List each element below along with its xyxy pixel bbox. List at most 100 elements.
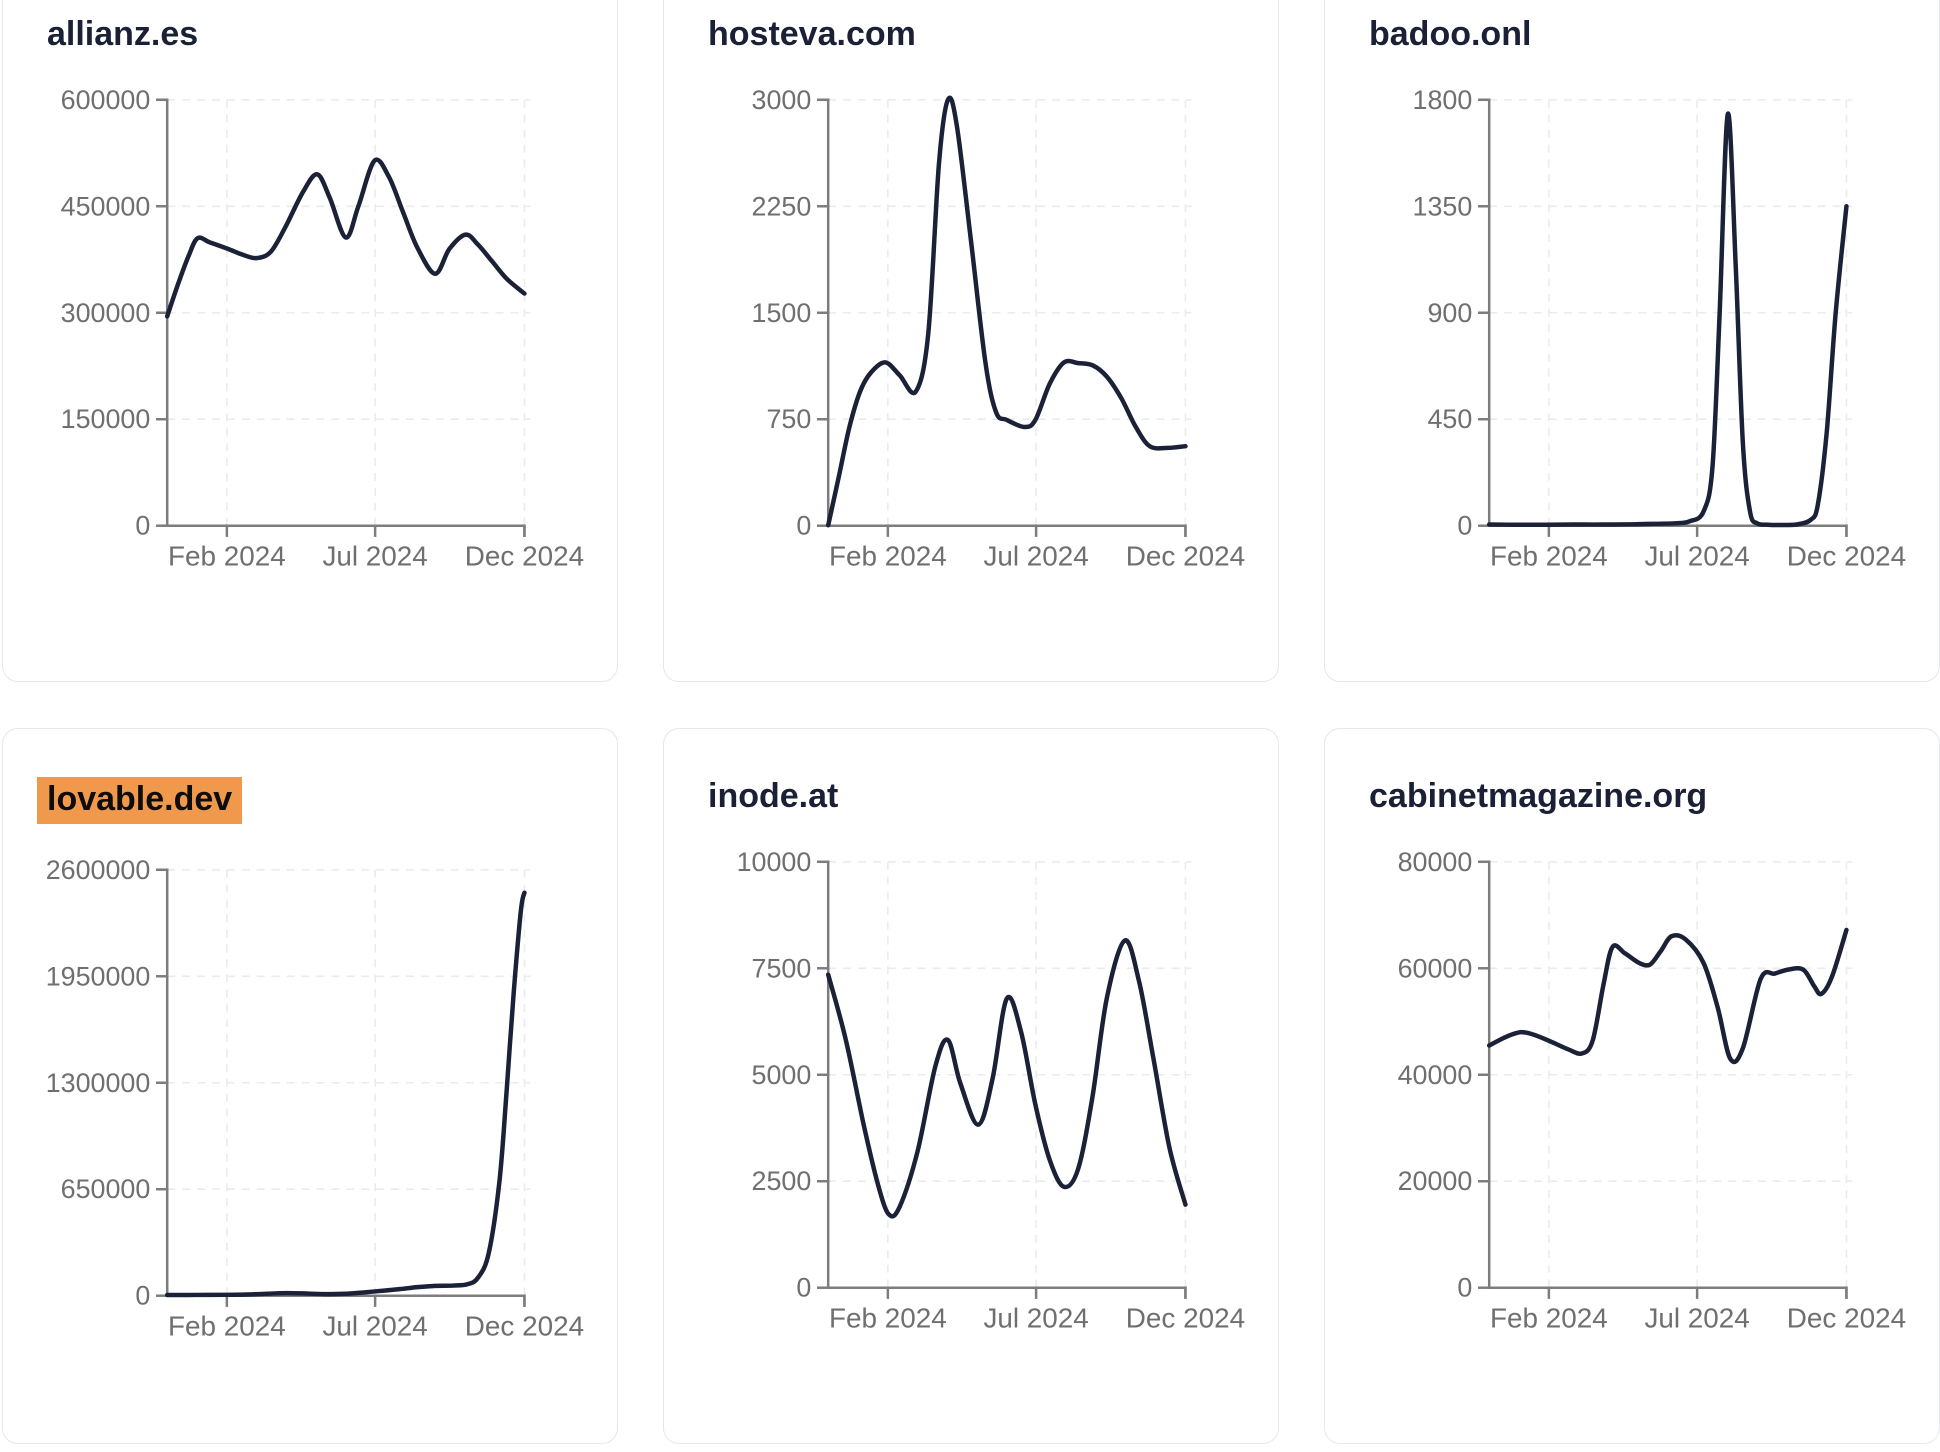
y-tick-label: 300000 — [61, 298, 151, 328]
chart-title-row: lovable.dev — [37, 777, 577, 825]
chart-title: allianz.es — [47, 15, 199, 53]
y-tick-labels: 0 750 1500 2250 3000 — [752, 85, 812, 541]
chart-title-row: hosteva.com — [708, 15, 1238, 54]
chart-title: lovable.dev — [37, 777, 243, 825]
series-line — [825, 95, 1188, 528]
series-line — [164, 890, 527, 1298]
y-tick-label: 0 — [135, 1281, 150, 1311]
y-tick-label: 450000 — [61, 191, 151, 221]
x-axis — [1487, 524, 1848, 537]
y-tick-label: 0 — [135, 511, 150, 541]
x-axis — [826, 524, 1187, 537]
x-tick-labels: Feb 2024 Jul 2024 Dec 2024 — [168, 1311, 584, 1342]
y-tick-label: 0 — [1457, 1273, 1472, 1303]
chart-card: badoo.onl 0 450 900 1350 1800 Feb 2024 Jul 202… — [1324, 0, 1940, 682]
y-tick-label: 900 — [1427, 298, 1472, 328]
chart-title-row: cabinetmagazine.org — [1369, 777, 1899, 816]
x-tick-label: Jul 2024 — [983, 1303, 1088, 1334]
y-tick-label: 2600000 — [46, 855, 151, 885]
y-tick-label: 40000 — [1398, 1060, 1473, 1090]
y-tick-label: 0 — [796, 1273, 811, 1303]
chart-title-row: inode.at — [708, 777, 1238, 816]
series-line — [1486, 111, 1849, 528]
line-chart: 0 150000 300000 450000 600000 Feb 2024 Jul 202… — [61, 85, 584, 572]
y-tick-label: 2250 — [752, 191, 812, 221]
x-tick-label: Jul 2024 — [322, 541, 427, 572]
y-tick-label: 450 — [1427, 404, 1472, 434]
axes — [1478, 98, 1848, 537]
chart-title: inode.at — [708, 777, 839, 815]
chart-card: lovable.dev 0 650000 1300000 1950000 2600000… — [2, 728, 618, 1444]
line-chart: 0 20000 40000 60000 80000 Feb 2024 Jul 2024 Dec… — [1398, 847, 1907, 1334]
x-tick-label: Feb 2024 — [829, 541, 947, 572]
chart-title-row: badoo.onl — [1369, 15, 1899, 54]
x-tick-label: Feb 2024 — [168, 541, 286, 572]
series-line — [164, 157, 527, 319]
gridlines — [1489, 861, 1853, 1288]
x-tick-label: Dec 2024 — [1126, 1303, 1245, 1334]
axes — [817, 98, 1187, 537]
gridlines — [828, 99, 1192, 526]
x-tick-labels: Feb 2024 Jul 2024 Dec 2024 — [829, 1303, 1245, 1334]
line-chart: 0 650000 1300000 1950000 2600000 Feb 2024 Jul … — [46, 855, 584, 1342]
y-tick-label: 10000 — [737, 847, 812, 877]
x-axis — [1487, 1286, 1848, 1299]
y-tick-labels: 0 150000 300000 450000 600000 — [61, 85, 151, 541]
gridlines — [1489, 99, 1853, 526]
chart-card: allianz.es 0 150000 300000 450000 600000 Feb … — [2, 0, 618, 682]
x-tick-labels: Feb 2024 Jul 2024 Dec 2024 — [829, 541, 1245, 572]
y-tick-label: 750 — [766, 404, 811, 434]
x-tick-label: Jul 2024 — [983, 541, 1088, 572]
x-axis — [165, 524, 526, 537]
series-line — [825, 938, 1188, 1219]
y-tick-label: 5000 — [752, 1060, 812, 1090]
x-tick-label: Dec 2024 — [1126, 541, 1245, 572]
line-chart: 0 450 900 1350 1800 Feb 2024 Jul 2024 Dec 2024 — [1413, 85, 1907, 572]
line-chart: 0 750 1500 2250 3000 Feb 2024 Jul 2024 Dec 2024 — [752, 85, 1246, 572]
line-chart: 0 2500 5000 7500 10000 Feb 2024 Jul 2024 Dec 20… — [737, 847, 1246, 1334]
y-tick-label: 0 — [1457, 511, 1472, 541]
x-tick-labels: Feb 2024 Jul 2024 Dec 2024 — [1490, 1303, 1906, 1334]
chart-card: inode.at 0 2500 5000 7500 10000 Feb 2024 Jul 2… — [663, 728, 1279, 1444]
x-tick-label: Feb 2024 — [1490, 541, 1608, 572]
y-tick-label: 1350 — [1413, 191, 1473, 221]
y-tick-label: 3000 — [752, 85, 812, 115]
x-tick-label: Jul 2024 — [1644, 541, 1749, 572]
gridlines — [167, 99, 531, 526]
y-tick-label: 150000 — [61, 404, 151, 434]
axes — [1478, 860, 1848, 1299]
x-axis — [165, 1294, 526, 1307]
series-line — [1486, 927, 1849, 1065]
y-tick-label: 1500 — [752, 298, 812, 328]
y-tick-label: 20000 — [1398, 1166, 1473, 1196]
x-tick-labels: Feb 2024 Jul 2024 Dec 2024 — [168, 541, 584, 572]
chart-title: badoo.onl — [1369, 15, 1532, 53]
x-tick-labels: Feb 2024 Jul 2024 Dec 2024 — [1490, 541, 1906, 572]
chart-card: cabinetmagazine.org 0 20000 40000 60000 8000… — [1324, 728, 1940, 1444]
gridlines — [828, 861, 1192, 1288]
y-tick-label: 0 — [796, 511, 811, 541]
y-tick-label: 2500 — [752, 1166, 812, 1196]
x-tick-label: Dec 2024 — [465, 541, 584, 572]
y-tick-label: 650000 — [61, 1174, 151, 1204]
y-tick-label: 1950000 — [46, 961, 151, 991]
chart-title: cabinetmagazine.org — [1369, 777, 1708, 815]
y-tick-labels: 0 650000 1300000 1950000 2600000 — [46, 855, 151, 1311]
x-tick-label: Feb 2024 — [1490, 1303, 1608, 1334]
y-tick-label: 60000 — [1398, 953, 1473, 983]
x-tick-label: Dec 2024 — [1787, 1303, 1906, 1334]
chart-title-row: allianz.es — [47, 15, 577, 54]
y-tick-labels: 0 2500 5000 7500 10000 — [737, 847, 812, 1303]
x-axis — [826, 1286, 1187, 1299]
x-tick-label: Feb 2024 — [168, 1311, 286, 1342]
chart-card: hosteva.com 0 750 1500 2250 3000 Feb 2024 Jul … — [663, 0, 1279, 682]
axes — [156, 98, 526, 537]
y-tick-labels: 0 450 900 1350 1800 — [1413, 85, 1473, 541]
axes — [817, 860, 1187, 1299]
chart-title: hosteva.com — [708, 15, 916, 53]
gridlines — [167, 869, 531, 1296]
y-tick-label: 80000 — [1398, 847, 1473, 877]
y-tick-labels: 0 20000 40000 60000 80000 — [1398, 847, 1473, 1303]
y-tick-label: 7500 — [752, 953, 812, 983]
